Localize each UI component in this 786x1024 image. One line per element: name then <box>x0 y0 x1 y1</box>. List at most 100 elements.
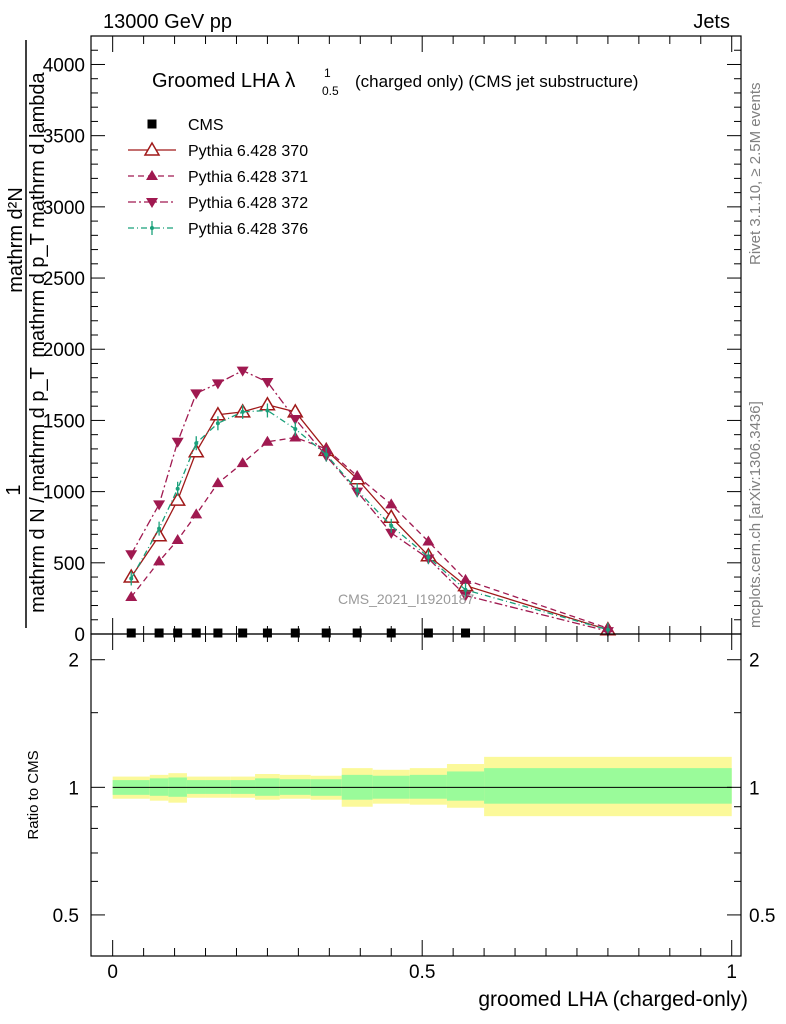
legend-marker <box>146 198 158 208</box>
main-y-tick-label: 2000 <box>43 340 85 361</box>
series-line <box>130 409 609 631</box>
data-point <box>173 628 183 638</box>
ratio-x-ticks: 0 0.5 1 <box>107 634 737 983</box>
data-point <box>125 590 138 601</box>
ratio-inner-band <box>409 774 447 799</box>
data-point <box>261 435 274 446</box>
data-point <box>261 377 274 388</box>
data-point <box>175 486 180 491</box>
series-2 <box>125 431 614 633</box>
main-series-group <box>122 366 617 638</box>
data-point <box>351 469 364 480</box>
data-point <box>236 457 249 468</box>
legend-marker <box>147 119 157 129</box>
data-point <box>426 555 431 560</box>
data-point <box>385 528 398 539</box>
data-point <box>190 508 203 519</box>
data-point <box>171 534 184 545</box>
data-point <box>153 500 166 511</box>
ratio-y-ticks: 0.5 0.5 1 1 2 2 <box>53 651 776 927</box>
legend-item: CMS <box>147 117 224 134</box>
series-4 <box>129 403 610 637</box>
ratio-inner-band <box>484 768 732 804</box>
rivet-version-label: Rivet 3.1.10, ≥ 2.5M events <box>747 83 764 266</box>
ratio-y-tick-label-right: 2 <box>749 651 760 672</box>
data-point <box>293 426 298 431</box>
data-point <box>289 431 302 442</box>
legend-marker <box>150 226 154 230</box>
main-y-ticks: 0 500 1000 1500 2000 2500 3000 3500 4000 <box>43 35 741 646</box>
data-point <box>211 477 224 488</box>
data-point <box>213 628 223 638</box>
data-point <box>355 488 360 493</box>
main-y-tick-label: 1000 <box>43 483 85 504</box>
data-point <box>289 415 302 426</box>
legend-label: Pythia 6.428 371 <box>188 169 308 186</box>
data-point <box>129 576 134 581</box>
data-point <box>236 366 249 377</box>
data-point <box>215 421 220 426</box>
data-point <box>459 573 472 584</box>
y-label-mid: mathrm d p_T mathrm d lambda <box>27 71 49 357</box>
legend-marker <box>146 170 158 180</box>
y-label-frac-one: 1 <box>3 484 25 495</box>
plot-title: Groomed LHA λ 1 0.5 (charged only) (CMS j… <box>152 66 638 98</box>
x-tick-label: 0 <box>107 962 118 983</box>
plot-title-rest: (charged only) (CMS jet substructure) <box>355 72 638 91</box>
mcplots-reference-label: mcplots.cern.ch [arXiv:1306.3436] <box>747 401 764 628</box>
data-point <box>321 628 331 638</box>
data-point <box>190 389 203 400</box>
ratio-y-tick-label-right: 0.5 <box>749 906 775 927</box>
series-line <box>130 369 609 632</box>
series-line <box>130 436 609 629</box>
y-label-denominator: mathrm d N / mathrm d p_T <box>27 367 49 613</box>
data-point <box>194 441 199 446</box>
data-point <box>265 408 270 413</box>
data-point <box>153 555 166 566</box>
legend-item: Pythia 6.428 372 <box>128 195 308 212</box>
analysis-watermark: CMS_2021_I1920187 <box>338 591 474 607</box>
header-category-label: Jets <box>693 11 730 33</box>
legend-item: Pythia 6.428 376 <box>128 221 308 238</box>
data-point <box>352 628 362 638</box>
main-y-tick-label: 2500 <box>43 269 85 290</box>
ratio-bands <box>112 756 732 817</box>
data-point <box>290 628 300 638</box>
data-point <box>423 628 433 638</box>
data-point <box>262 628 272 638</box>
main-y-axis-label: mathrm d²N mathrm d p_T mathrm d lambda … <box>3 40 49 628</box>
legend-label: Pythia 6.428 376 <box>188 221 308 238</box>
main-y-tick-label: 3000 <box>43 198 85 219</box>
legend: CMS Pythia 6.428 370 Pythia 6.428 371 Pythi… <box>128 117 308 238</box>
ratio-inner-band <box>446 771 485 801</box>
y-label-numerator: mathrm d²N <box>5 187 27 293</box>
data-point <box>157 526 162 531</box>
main-y-tick-label: 4000 <box>43 55 85 76</box>
legend-item: Pythia 6.428 370 <box>128 141 308 160</box>
data-point <box>386 628 396 638</box>
legend-label: Pythia 6.428 372 <box>188 195 308 212</box>
x-tick-label: 0.5 <box>409 962 435 983</box>
legend-label: CMS <box>188 117 224 134</box>
data-point <box>154 628 164 638</box>
data-point <box>238 628 248 638</box>
x-tick-label: 1 <box>726 962 737 983</box>
x-axis-label: groomed LHA (charged-only) <box>478 988 748 1011</box>
data-point <box>169 491 186 506</box>
legend-label: Pythia 6.428 370 <box>188 143 308 160</box>
legend-item: Pythia 6.428 371 <box>128 169 308 186</box>
ratio-y-tick-label: 1 <box>68 778 79 799</box>
data-point <box>240 409 245 414</box>
series-0 <box>126 628 471 638</box>
data-point <box>461 628 471 638</box>
plot-title-superscript: 1 <box>324 66 331 80</box>
plot-title-symbol: λ <box>285 69 296 92</box>
data-point <box>125 550 138 561</box>
data-point <box>389 523 394 528</box>
data-point <box>211 379 224 390</box>
main-y-tick-label: 0 <box>74 625 85 646</box>
data-point <box>385 498 398 509</box>
header-energy-label: 13000 GeV pp <box>103 11 232 33</box>
